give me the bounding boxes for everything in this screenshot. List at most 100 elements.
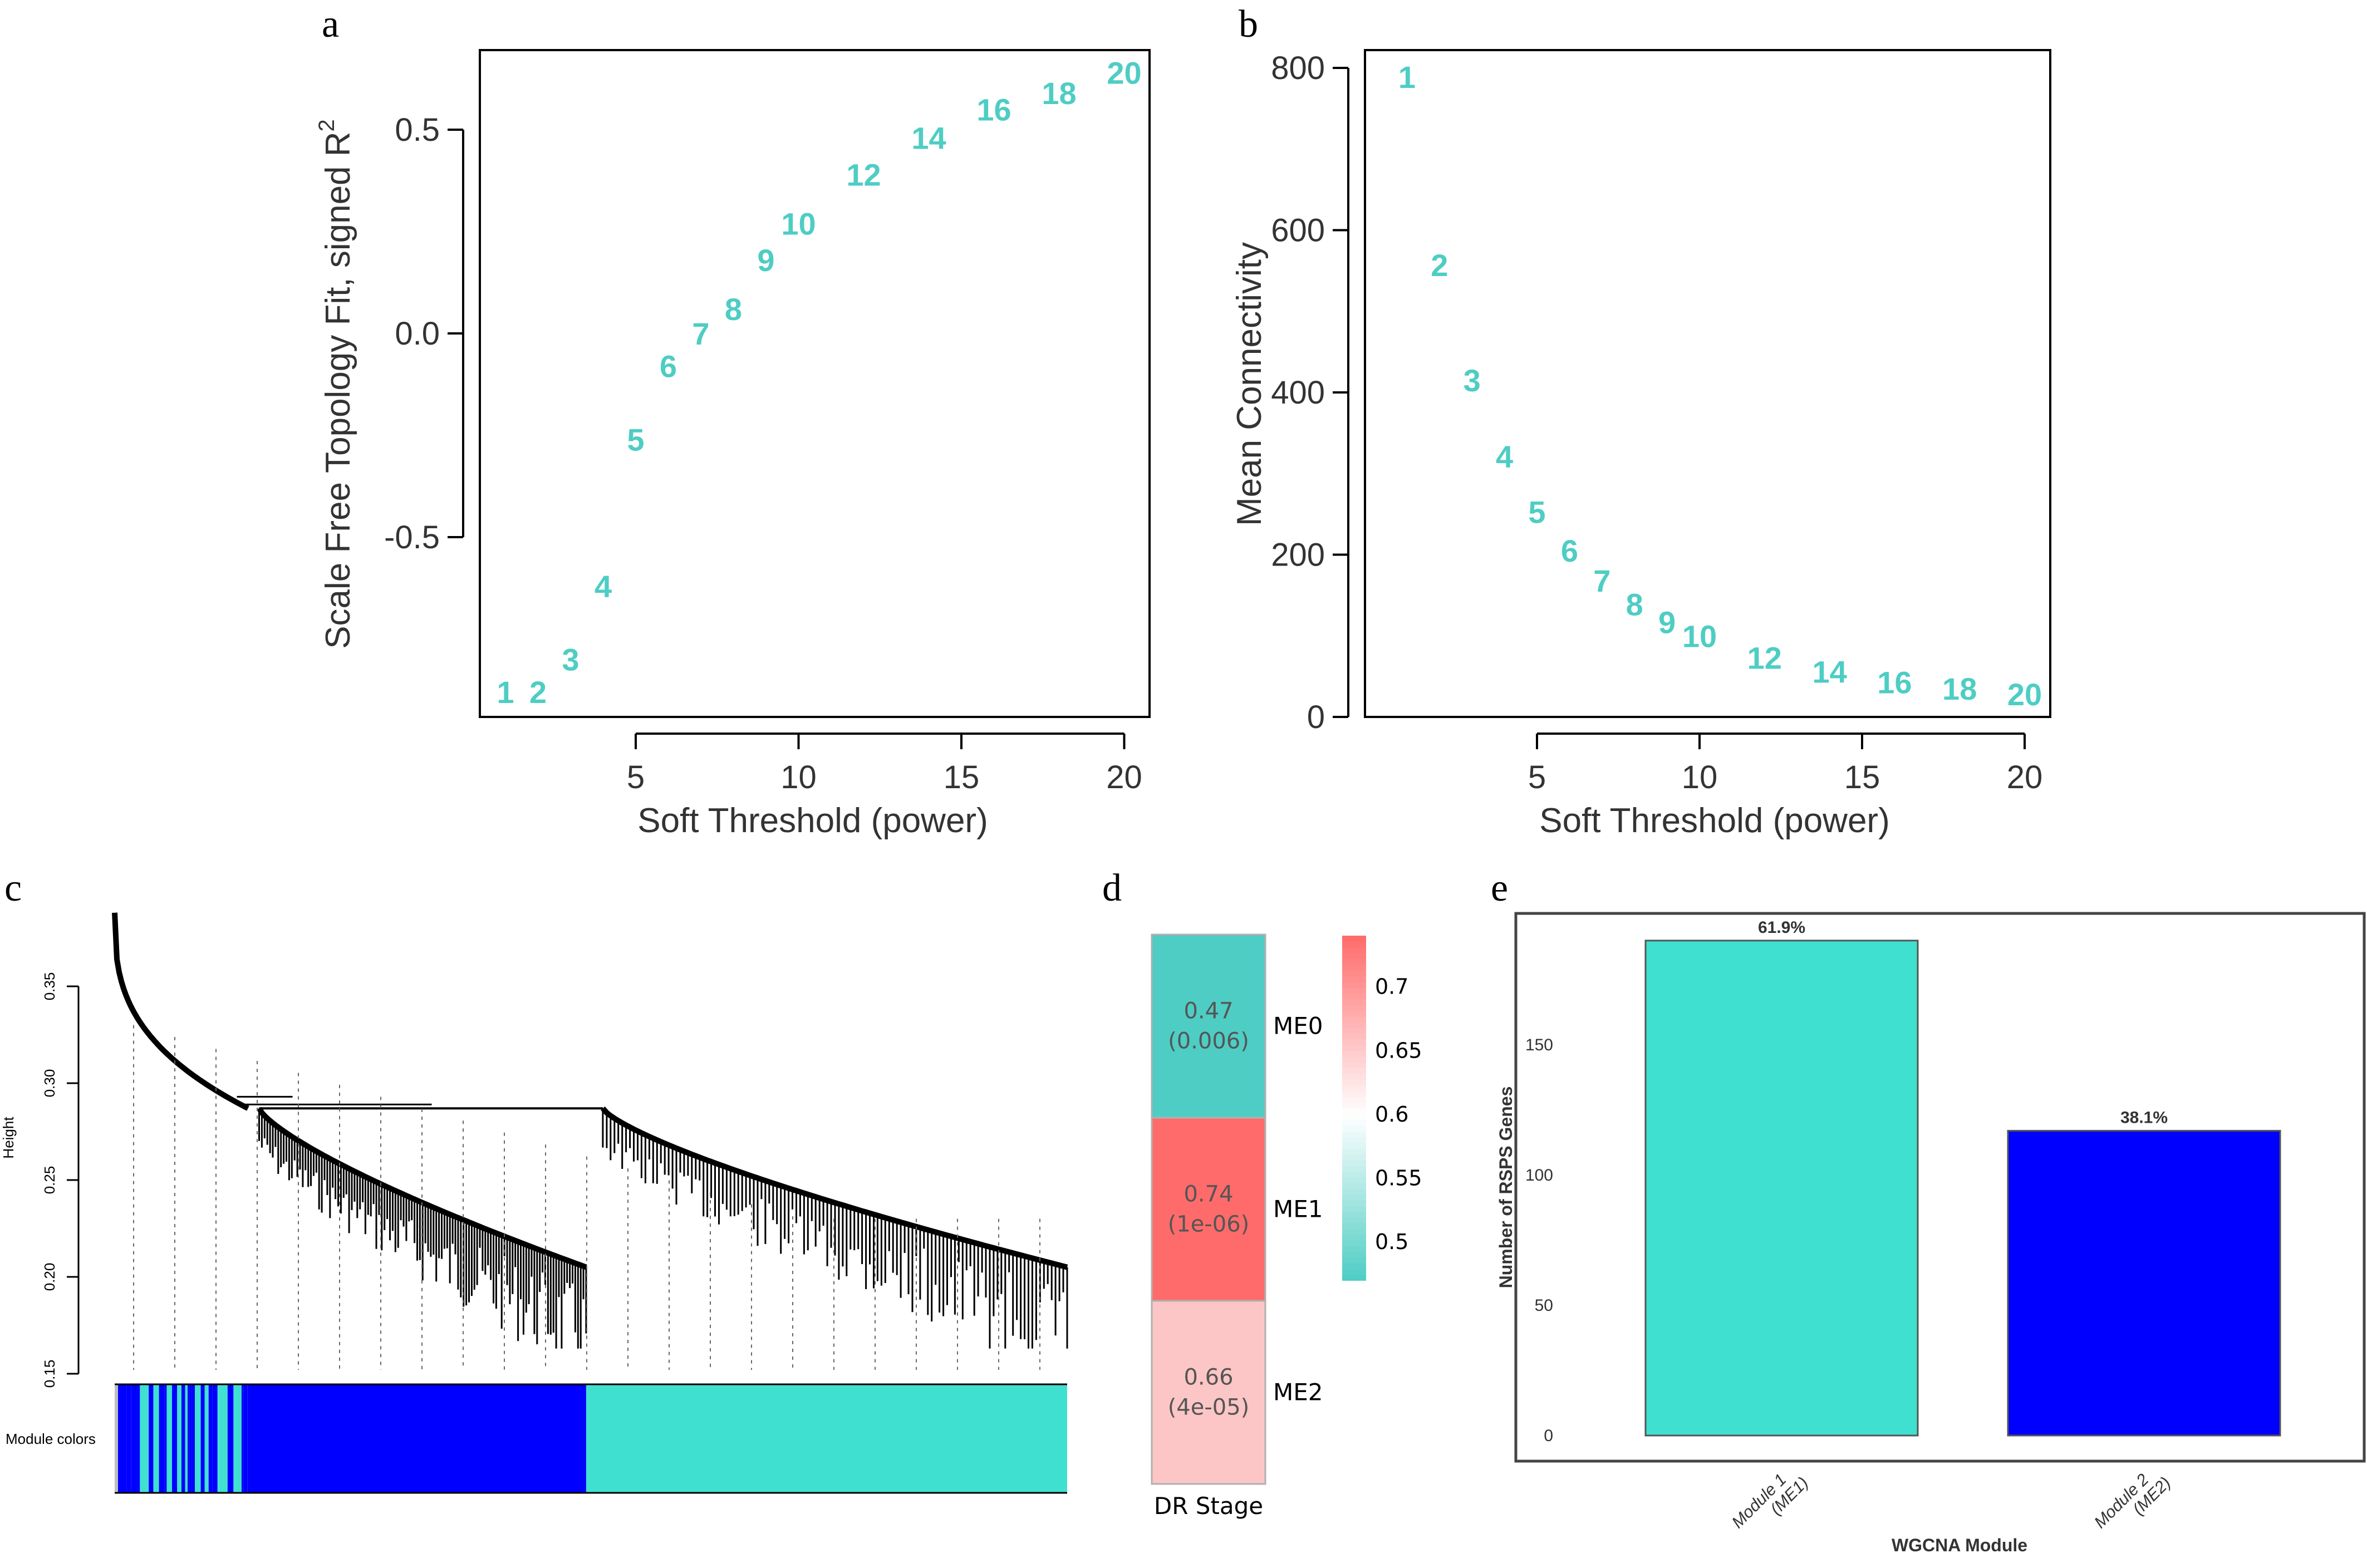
point-label: 1 <box>497 675 514 710</box>
cell-p-value: (0.006) <box>1168 1029 1249 1054</box>
colorbar-segment <box>1342 1142 1366 1149</box>
point-label: 20 <box>1107 56 1141 91</box>
module-color-strip <box>115 1383 1067 1494</box>
colorbar: 0.5 0.55 0.6 0.65 0.7 <box>1342 936 1422 1281</box>
module-strip-mixed-segment <box>227 1384 234 1493</box>
point-label: 5 <box>1528 494 1545 529</box>
colorbar-segment <box>1342 1068 1366 1074</box>
module-strip-mixed-segment <box>177 1384 180 1493</box>
y-axis-title-main: Scale Free Topology Fit, signed R <box>319 131 357 648</box>
colorbar-segment <box>1342 1171 1366 1178</box>
heatmap-cells: 0.47 (0.006) ME0 0.74 (1e-06) ME1 0.66 (4e-05) M… <box>1151 933 1323 1485</box>
colorbar-segment <box>1342 947 1366 953</box>
plot-frame <box>479 49 1151 718</box>
y-tick-label: 800 <box>1271 50 1325 86</box>
y-axis-title: Number of RSPS Genes <box>1496 1087 1516 1289</box>
point-label: 1 <box>1398 60 1416 95</box>
colorbar-segment <box>1342 1061 1366 1069</box>
point-label: 16 <box>1877 665 1912 700</box>
y-tick-label: 0.25 <box>41 1166 58 1195</box>
point-label: 12 <box>846 158 881 193</box>
row-label: ME0 <box>1273 1012 1323 1040</box>
colorbar-segment <box>1342 1228 1366 1235</box>
module-strip-mixed-segment <box>185 1384 188 1493</box>
module-strip-mixed-segment <box>164 1384 167 1493</box>
colorbar-segment <box>1342 1234 1366 1241</box>
colorbar-segment <box>1342 1194 1366 1201</box>
colorbar-segment <box>1342 976 1366 982</box>
point-label: 18 <box>1942 671 1977 706</box>
point-label: 12 <box>1747 641 1782 676</box>
cell-p-value: (4e-05) <box>1168 1395 1250 1420</box>
module-strip-mixed-segment <box>233 1384 236 1493</box>
x-tick-label: 10 <box>1682 759 1718 795</box>
colorbar-segment <box>1342 1028 1366 1034</box>
colorbar-tick-label: 0.7 <box>1375 975 1408 999</box>
colorbar-segment <box>1342 1130 1366 1138</box>
colorbar-segment <box>1342 964 1366 971</box>
point-label: 3 <box>562 642 579 677</box>
point-label: 5 <box>627 422 644 457</box>
colorbar-segment <box>1342 987 1366 994</box>
colorbar-segment <box>1342 1274 1366 1281</box>
bar-data-label: 61.9% <box>1758 918 1805 937</box>
module-strip-mixed-segment <box>145 1384 149 1493</box>
bar-1 <box>1644 940 1919 1437</box>
cell-value: 0.66 <box>1184 1365 1233 1390</box>
module-strip-blue <box>248 1384 586 1493</box>
module-strip-mixed-segment <box>235 1384 242 1493</box>
panel-tag-b: b <box>1239 3 1258 46</box>
colorbar-segment <box>1342 1045 1366 1051</box>
module-strip-turquoise <box>586 1384 1067 1493</box>
branch-blue-module-leaves <box>258 1108 587 1349</box>
colorbar-tick-label: 0.5 <box>1375 1230 1408 1254</box>
colorbar-segment <box>1342 1251 1366 1258</box>
colorbar-segment <box>1342 1240 1366 1247</box>
x-tick-label: 10 <box>780 759 817 795</box>
colorbar-segment <box>1342 1079 1366 1086</box>
colorbar-segment <box>1342 952 1366 960</box>
point-label: 14 <box>911 121 946 156</box>
colorbar-segment <box>1342 1096 1366 1103</box>
panel-tag-d: d <box>1102 867 1122 910</box>
x-tick-label: 5 <box>1528 759 1546 795</box>
colorbar-segment <box>1342 999 1366 1005</box>
colorbar-segment <box>1342 1137 1366 1143</box>
y-tick-label: 0.30 <box>41 1069 58 1098</box>
colorbar-segment <box>1342 1188 1366 1195</box>
branch-turquoise-module-leaves <box>602 1108 1068 1349</box>
y-tick-label: 0.5 <box>395 112 440 148</box>
module-strip-mixed-segment <box>247 1384 248 1493</box>
colorbar-segment <box>1342 1010 1366 1017</box>
y-tick-label: 0.0 <box>395 316 440 352</box>
point-label: 6 <box>1561 533 1578 568</box>
bar-2 <box>2007 1129 2281 1437</box>
module-strip-mixed-segment <box>153 1384 159 1493</box>
point-label: 10 <box>781 206 816 241</box>
colorbar-tick-label: 0.55 <box>1375 1166 1422 1191</box>
panel-d-heatmap: 0.47 (0.006) ME0 0.74 (1e-06) ME1 0.66 (4e-05) M… <box>1151 933 1422 1520</box>
panel-c-dendrogram: 0.15 0.20 0.25 0.30 0.35 Height Module color… <box>0 912 1068 1494</box>
panel-e-bar-chart: 0 50 100 150 61.9% Module 1(ME1) 38.1% Module … <box>1496 912 2366 1555</box>
module-strip-mixed-segment <box>212 1384 218 1493</box>
point-label: 6 <box>660 349 677 384</box>
colorbar-segment <box>1342 1108 1366 1114</box>
module-strip-mixed-segment <box>131 1384 137 1493</box>
module-strip-mixed-segment <box>181 1384 185 1493</box>
module-strip-mixed-segment <box>243 1384 248 1493</box>
bars: 61.9% Module 1(ME1) 38.1% Module 2(ME2) <box>1644 918 2281 1532</box>
y-tick-label: 150 <box>1525 1036 1553 1054</box>
y-tick-label: 100 <box>1525 1166 1553 1184</box>
branch-minor-merges <box>237 1095 432 1105</box>
colorbar-segment <box>1342 1159 1366 1166</box>
y-axis-title: Height <box>0 1117 17 1159</box>
cell-value: 0.47 <box>1184 999 1233 1024</box>
colorbar-segment <box>1342 1102 1366 1109</box>
module-strip-mixed-segment <box>140 1384 146 1493</box>
module-strip-mixed-segment <box>136 1384 140 1493</box>
colorbar-segment <box>1342 1085 1366 1092</box>
x-tick-label: 20 <box>1106 759 1142 795</box>
y-tick-label: 0 <box>1307 699 1325 735</box>
